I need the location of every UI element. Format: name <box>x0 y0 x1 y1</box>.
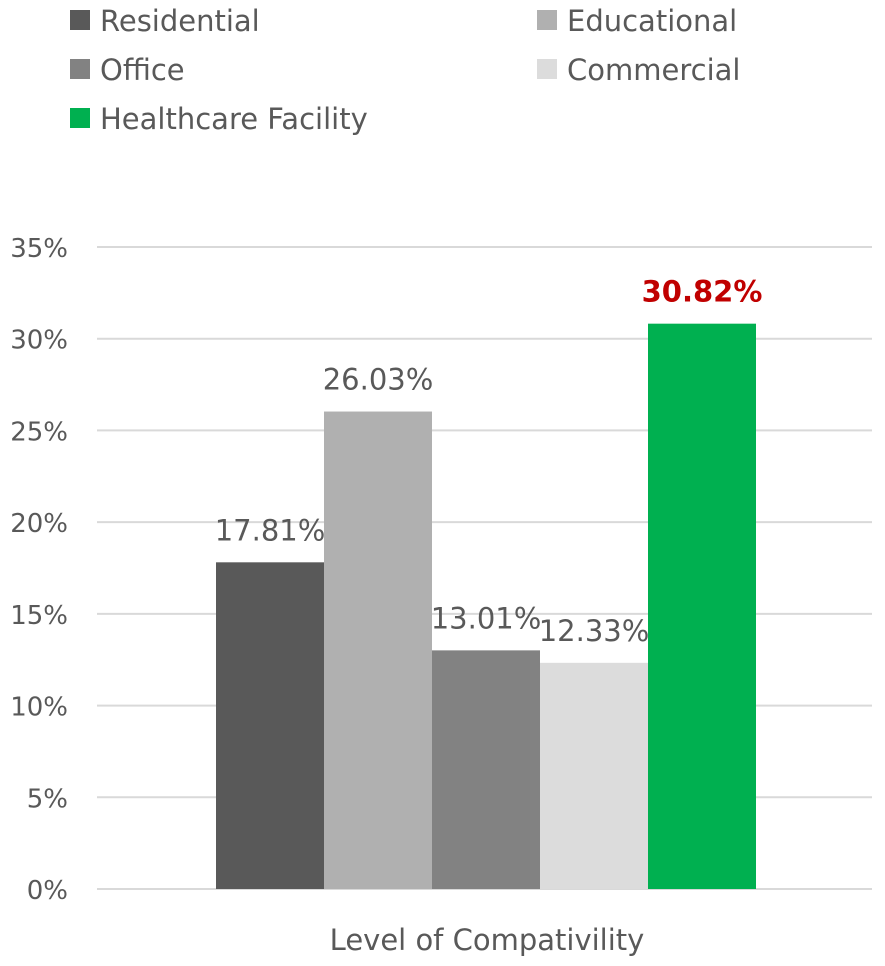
legend-swatch-educational <box>537 10 557 30</box>
bar-office <box>432 650 540 889</box>
y-tick-label: 5% <box>27 784 68 814</box>
bars <box>216 323 756 889</box>
data-labels: 17.81% 26.03% 13.01%12.33% 30.82% <box>215 275 763 648</box>
data-label-office: 13.01% <box>431 601 542 635</box>
y-tick-label: 25% <box>10 417 68 447</box>
legend-swatch-office <box>70 59 90 79</box>
legend-label-residential: Residential <box>100 4 260 38</box>
y-tick-label: 0% <box>27 876 68 906</box>
y-tick-label: 15% <box>10 601 68 631</box>
legend-label-educational: Educational <box>567 4 737 38</box>
bar-educational <box>324 411 432 889</box>
legend-swatch-residential <box>70 10 90 30</box>
data-label-commercial: 12.33% <box>539 614 650 648</box>
x-axis-label: Level of Compativility <box>330 923 645 957</box>
legend-label-commercial: Commercial <box>567 53 740 87</box>
y-tick-label: 30% <box>10 326 68 356</box>
bar-residential <box>216 562 324 889</box>
bar-commercial <box>540 662 648 889</box>
legend-swatch-healthcare-facility <box>70 108 90 128</box>
data-label-residential: 17.81% <box>215 513 326 547</box>
legend-label-office: Office <box>100 53 185 87</box>
legend-swatch-commercial <box>537 59 557 79</box>
data-label-educational: 26.03% <box>323 363 434 397</box>
y-tick-label: 20% <box>10 509 68 539</box>
data-label-healthcare-facility: 30.82% <box>642 275 763 309</box>
y-tick-label: 10% <box>10 693 68 723</box>
legend: Residential Educational Office Commercial He… <box>70 4 740 136</box>
legend-label-healthcare-facility: Healthcare Facility <box>100 102 368 136</box>
y-axis-ticks: 0% 5% 10% 15% 20% 25% 30% 35% <box>10 234 68 906</box>
y-tick-label: 35% <box>10 234 68 264</box>
bar-healthcare-facility <box>648 323 756 889</box>
